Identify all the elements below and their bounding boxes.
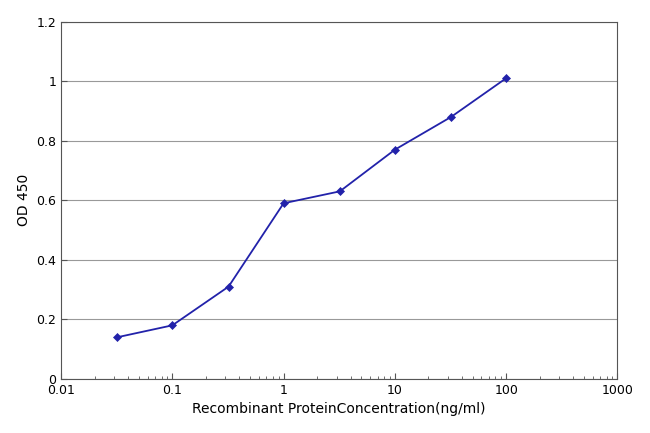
Y-axis label: OD 450: OD 450 xyxy=(17,174,31,226)
X-axis label: Recombinant ProteinConcentration(ng/ml): Recombinant ProteinConcentration(ng/ml) xyxy=(192,402,486,417)
